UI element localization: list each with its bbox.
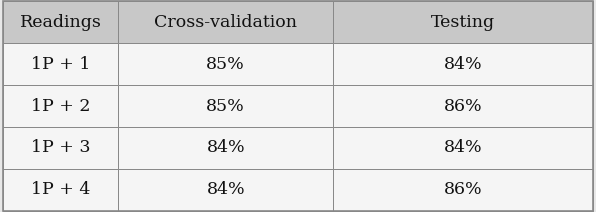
Bar: [118, 1, 333, 43]
Text: 1P + 1: 1P + 1: [31, 56, 90, 73]
Bar: [333, 1, 593, 43]
Text: 84%: 84%: [206, 139, 245, 156]
Bar: [118, 169, 333, 211]
Bar: [118, 127, 333, 169]
Text: 85%: 85%: [206, 98, 245, 114]
Bar: [118, 85, 333, 127]
Text: 1P + 3: 1P + 3: [31, 139, 90, 156]
Bar: [3, 169, 118, 211]
Text: 84%: 84%: [206, 181, 245, 198]
Bar: [333, 127, 593, 169]
Bar: [118, 43, 333, 85]
Bar: [333, 169, 593, 211]
Text: 85%: 85%: [206, 56, 245, 73]
Bar: [333, 85, 593, 127]
Text: Testing: Testing: [431, 14, 495, 31]
Text: 84%: 84%: [444, 139, 483, 156]
Bar: [3, 85, 118, 127]
Text: Readings: Readings: [20, 14, 101, 31]
Bar: [3, 43, 118, 85]
Text: 1P + 2: 1P + 2: [31, 98, 90, 114]
Bar: [3, 1, 118, 43]
Bar: [333, 43, 593, 85]
Text: 86%: 86%: [444, 181, 483, 198]
Text: Cross-validation: Cross-validation: [154, 14, 297, 31]
Text: 1P + 4: 1P + 4: [31, 181, 90, 198]
Text: 84%: 84%: [444, 56, 483, 73]
Bar: [3, 127, 118, 169]
Text: 86%: 86%: [444, 98, 483, 114]
